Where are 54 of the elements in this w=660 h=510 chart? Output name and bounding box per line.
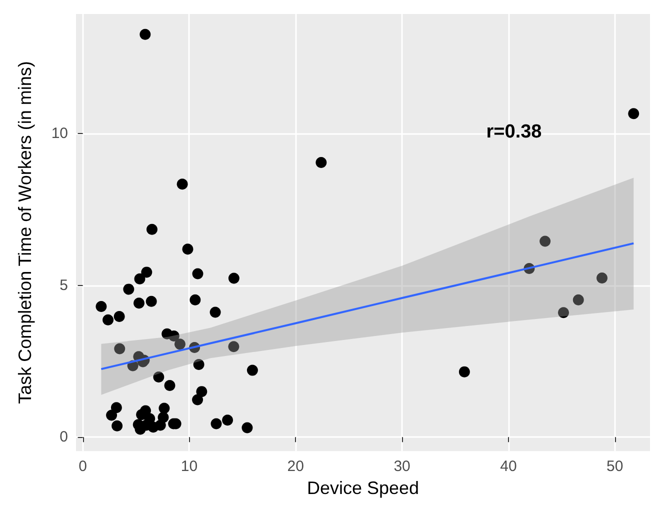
y-tick-label: 10 [51,124,68,142]
point [140,28,151,40]
point [176,178,188,190]
line-series [100,242,635,370]
point [114,343,126,354]
x-tick-label: 30 [394,458,410,476]
point [192,268,204,280]
point [222,414,234,426]
point [164,380,176,391]
x-tick-label: 10 [180,458,198,476]
point [246,364,258,376]
point [193,359,204,370]
point [114,311,125,322]
point [174,338,186,350]
y-tick-label: 0 [60,428,68,446]
point [102,314,114,326]
point [182,244,194,255]
point [112,420,123,432]
point [192,394,204,406]
x-tick-label: 20 [287,458,304,476]
x-tick-label: 0 [78,458,87,476]
point [242,422,253,434]
point [153,371,164,382]
x-axis-title: Device Speed [306,478,420,498]
point [146,224,158,235]
point [210,306,221,318]
point [123,284,134,295]
point [540,236,551,247]
point [168,330,180,342]
point [141,266,152,278]
point [106,410,118,421]
point [196,386,208,398]
point [628,108,640,120]
point [190,294,201,306]
x-tick-label: 50 [606,458,624,476]
point [134,298,144,309]
point [158,402,170,414]
annotation: r=0.38 [486,122,542,142]
point [146,296,157,307]
y-tick-label: 5 [60,276,68,294]
point [110,402,122,414]
point [596,272,608,284]
x-tick-label: 40 [500,458,517,476]
point [134,273,146,284]
point [154,420,166,431]
point [228,272,240,284]
y-axis-title: Task Completion Time of Workers (in mins) [15,61,35,404]
point [210,418,222,430]
point [228,341,240,352]
point [458,366,470,378]
point [316,157,327,168]
point [572,294,584,306]
point [558,307,569,318]
point [96,301,107,312]
